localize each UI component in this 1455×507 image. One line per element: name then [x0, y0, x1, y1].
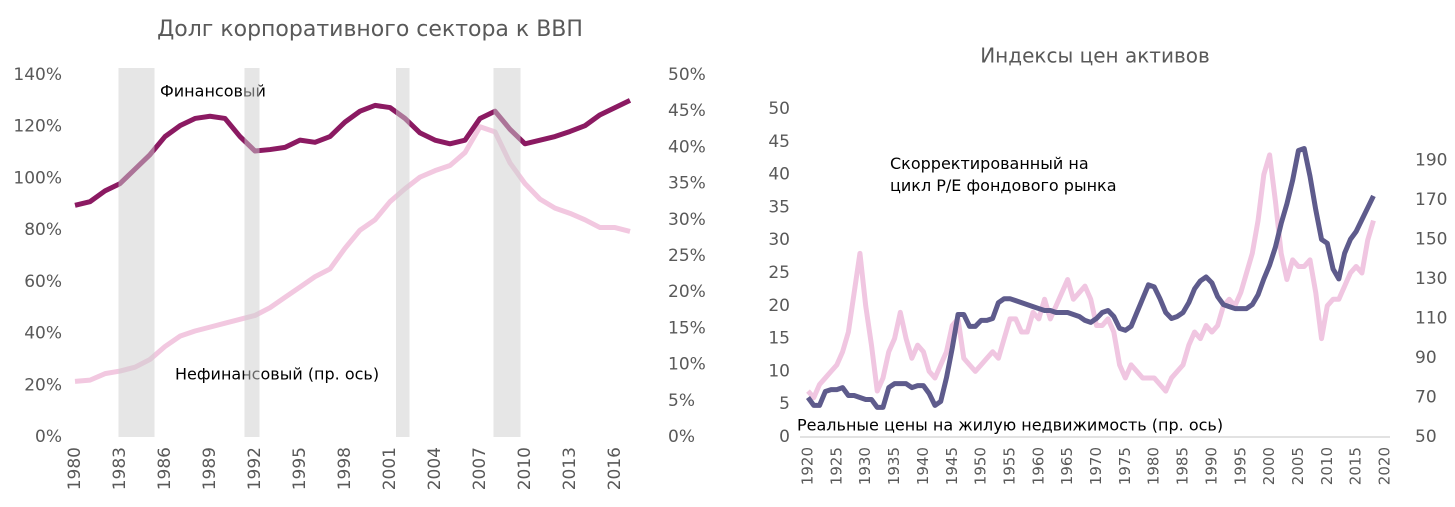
x-tick-label: 1970 [1087, 447, 1105, 485]
y-tick-label: 0% [35, 427, 62, 447]
x-tick-label: 2007 [470, 447, 490, 490]
y-tick-label: 25 [768, 263, 790, 283]
y-tick-label: 20% [24, 375, 62, 395]
x-tick-label: 2010 [1318, 447, 1336, 485]
x-tick-label: 1940 [914, 447, 932, 485]
x-tick-label: 1955 [1000, 447, 1018, 485]
x-tick-label: 2001 [380, 447, 400, 490]
y-tick-label: 30 [768, 230, 790, 250]
y-tick-label: 120% [13, 117, 62, 137]
x-tick-label: 1975 [1116, 447, 1134, 485]
x-tick-label: 1930 [856, 447, 874, 485]
series-line [74, 98, 632, 208]
x-tick-label: 2010 [515, 447, 535, 490]
y-tick-label: 40% [24, 324, 62, 344]
y2-tick-label: 70 [1415, 387, 1437, 407]
x-tick-label: 1950 [972, 447, 990, 485]
x-tick-label: 1920 [799, 447, 817, 485]
y2-tick-label: 30% [668, 210, 706, 230]
chart-title: Индексы цен активов [980, 44, 1210, 68]
x-tick-label: 2015 [1347, 447, 1365, 485]
series-line [74, 124, 631, 384]
x-tick-label: 1925 [827, 447, 845, 485]
chart: Индексы цен активов 0 5 10 15 20 25 30 35 40 45 50 5… [768, 44, 1447, 486]
y2-tick-label: 20% [668, 282, 706, 302]
y-tick-label: 20 [768, 296, 790, 316]
x-tick-label: 2005 [1289, 447, 1307, 485]
x-tick-label: 1995 [1231, 447, 1249, 485]
shaded-period [118, 68, 155, 437]
y-tick-label: 140% [13, 65, 62, 85]
series-line [805, 146, 1376, 410]
y2-tick-label: 50 [1415, 427, 1437, 447]
x-tick-label: 1990 [1202, 447, 1220, 485]
series-label: Нефинансовый (пр. ось) [175, 365, 379, 384]
y2-tick-label: 5% [668, 391, 695, 411]
shaded-period [493, 68, 521, 437]
y-tick-label: 45 [768, 132, 790, 152]
x-tick-label: 1980 [1145, 447, 1163, 485]
y-tick-label: 0 [779, 427, 790, 447]
shaded-period [244, 68, 260, 437]
x-tick-label: 1986 [155, 447, 175, 490]
x-tick-label: 1992 [245, 447, 265, 490]
series-label: Реальные цены на жилую недвижимость (пр.… [797, 416, 1223, 435]
y-tick-label: 60% [24, 272, 62, 292]
y2-tick-label: 110 [1415, 308, 1447, 328]
y-tick-label: 10 [768, 361, 790, 381]
y2-tick-label: 90 [1415, 348, 1437, 368]
x-tick-label: 1995 [290, 447, 310, 490]
y2-tick-label: 10% [668, 355, 706, 375]
y2-tick-label: 0% [668, 427, 695, 447]
series-label-box: Скорректированный на цикл P/E фондового … [890, 154, 1117, 195]
y2-tick-label: 150 [1415, 229, 1447, 249]
y-tick-label: 100% [13, 168, 62, 188]
y2-tick-label: 50% [668, 65, 706, 85]
x-tick-label: 1983 [110, 447, 130, 490]
y2-tick-label: 130 [1415, 269, 1447, 289]
y2-tick-label: 45% [668, 101, 706, 121]
x-tick-label: 2013 [560, 447, 580, 490]
y-tick-label: 35 [768, 197, 790, 217]
y2-tick-label: 15% [668, 318, 706, 338]
y-tick-label: 40 [768, 165, 790, 185]
x-tick-label: 2016 [605, 447, 625, 490]
x-tick-label: 1998 [335, 447, 355, 490]
y2-tick-label: 35% [668, 174, 706, 194]
y-tick-label: 5 [779, 394, 790, 414]
y-tick-label: 80% [24, 220, 62, 240]
x-tick-label: 1945 [943, 447, 961, 485]
shaded-period [396, 68, 410, 437]
y-tick-label: 50 [768, 99, 790, 119]
x-tick-label: 1935 [885, 447, 903, 485]
x-tick-label: 1960 [1029, 447, 1047, 485]
x-tick-label: 2020 [1376, 447, 1394, 485]
y2-tick-label: 25% [668, 246, 706, 266]
x-tick-label: 1985 [1174, 447, 1192, 485]
chart-title: Долг корпоративного сектора к ВВП [157, 17, 583, 42]
chart: Долг корпоративного сектора к ВВП 0% 20% 40… [13, 17, 705, 490]
y2-tick-label: 190 [1415, 150, 1447, 170]
series-label: Скорректированный на цикл P/E фондового … [890, 154, 1117, 195]
x-tick-label: 1989 [200, 447, 220, 490]
x-tick-label: 1965 [1058, 447, 1076, 485]
x-tick-label: 2004 [425, 447, 445, 490]
series-label: Финансовый [160, 82, 266, 101]
y-tick-label: 15 [768, 329, 790, 349]
y2-tick-label: 170 [1415, 190, 1447, 210]
x-tick-label: 1980 [65, 447, 85, 490]
x-tick-label: 2000 [1260, 447, 1278, 485]
y2-tick-label: 40% [668, 137, 706, 157]
